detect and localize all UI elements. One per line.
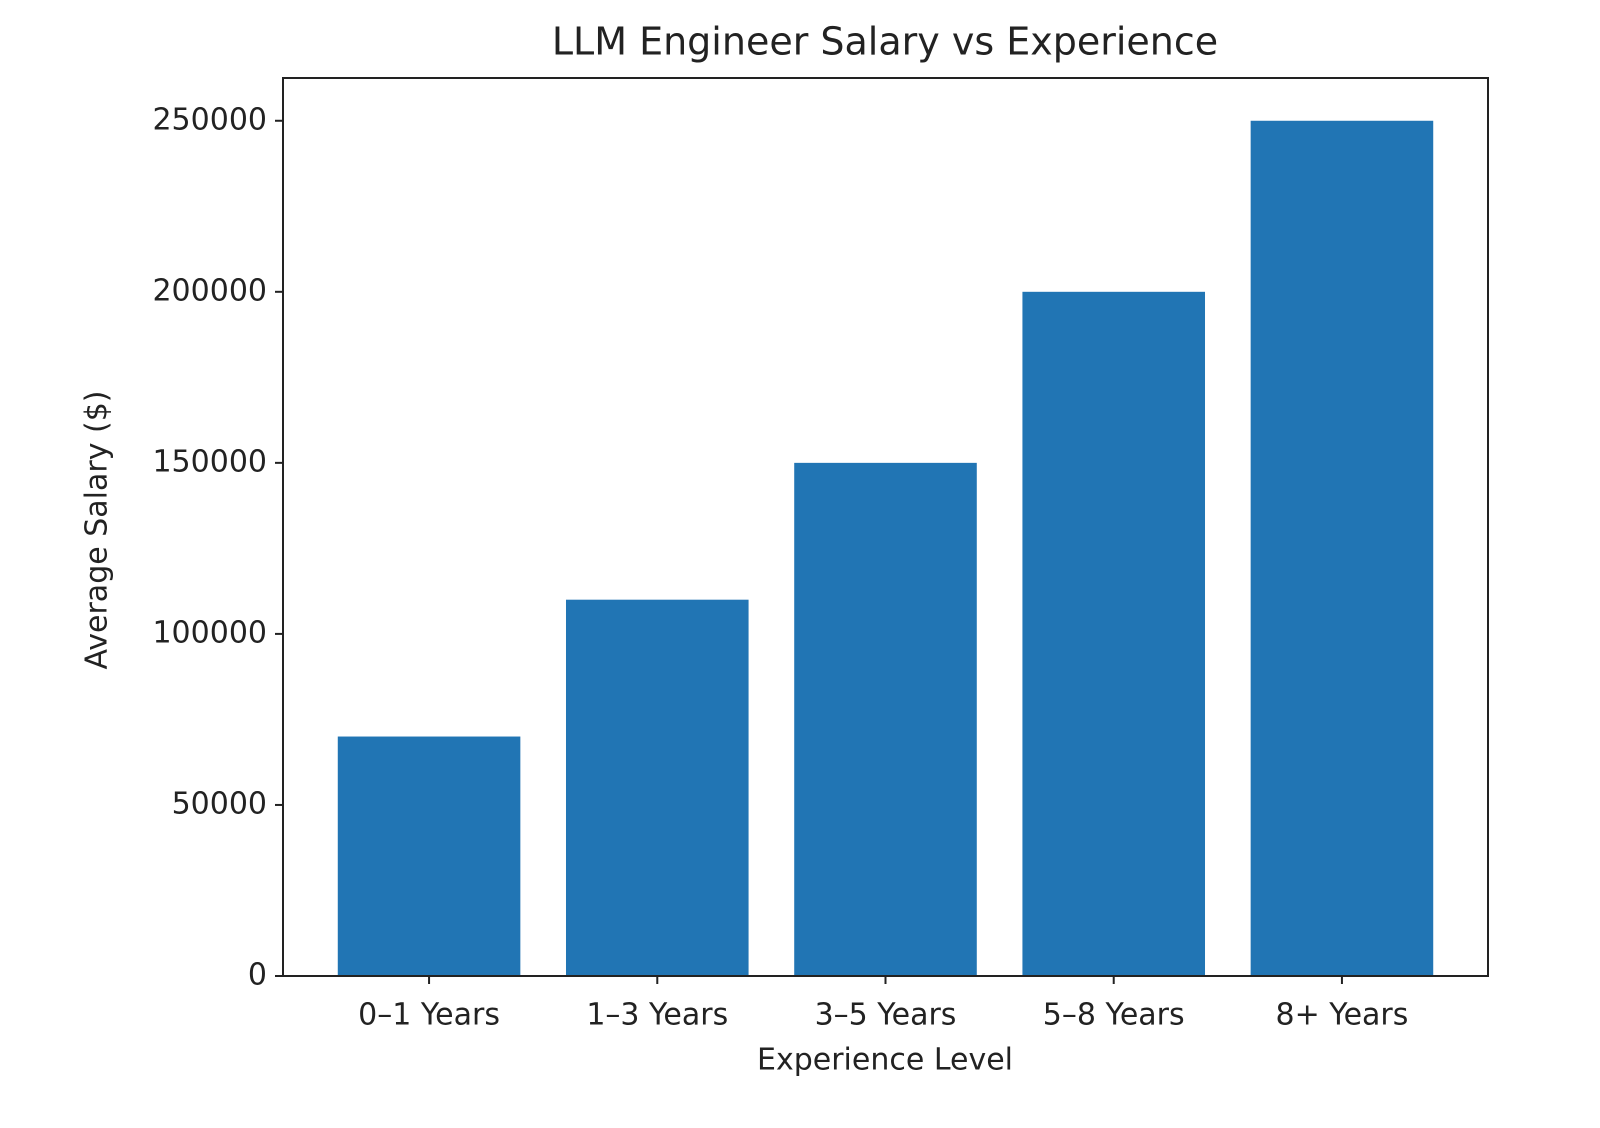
y-tick-label: 150000: [152, 444, 267, 479]
bar: [565, 599, 749, 976]
bar: [1250, 120, 1434, 976]
x-axis-label: Experience Level: [757, 1043, 1013, 1078]
bar: [1022, 291, 1206, 976]
plot-frame: [282, 77, 1489, 977]
y-tick-label: 0: [248, 958, 267, 993]
y-tick-label: 100000: [152, 615, 267, 650]
y-tick-label: 50000: [172, 786, 267, 821]
y-tick-label: 200000: [152, 273, 267, 308]
bar: [337, 736, 521, 976]
x-tick-label: 1–3 Years: [586, 998, 728, 1033]
x-tick-label: 0–1 Years: [358, 998, 500, 1033]
x-tick-label: 3–5 Years: [815, 998, 957, 1033]
bar: [794, 462, 977, 976]
x-tick-label: 8+ Years: [1275, 998, 1408, 1033]
y-tick-label: 250000: [152, 102, 267, 137]
x-tick-label: 5–8 Years: [1043, 998, 1185, 1033]
chart-title: LLM Engineer Salary vs Experience: [552, 20, 1218, 64]
y-axis-label: Average Salary ($): [80, 391, 115, 670]
